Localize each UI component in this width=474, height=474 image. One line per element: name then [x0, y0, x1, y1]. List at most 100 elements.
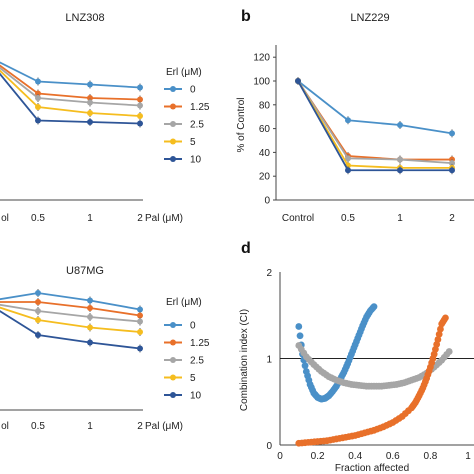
panel-c-series-1.25-point — [87, 305, 93, 311]
panel-a-top-series-5-point — [87, 110, 93, 116]
panel-c-series-0-line — [0, 292, 141, 311]
panel-a-top-legend-label-5: 5 — [190, 137, 196, 148]
panel-c-legend-label-2.5: 2.5 — [190, 356, 204, 367]
panel-b-series-10-point — [295, 78, 301, 84]
panel-c-series-2.5-point — [35, 308, 41, 314]
panel-b-y-tick-label: 0 — [264, 196, 270, 207]
panel-b-series-10-line — [297, 80, 452, 172]
panel-c-legend-label-5: 5 — [190, 373, 196, 384]
panel-a-top-series-1.25-line — [0, 64, 141, 101]
panel-a-top-x-tick-label: ol — [1, 213, 9, 224]
panel-a-top-series-1.25-point — [137, 96, 143, 103]
panel-a-top-series-0-point — [35, 78, 41, 85]
panel-c-x-axis-label: Pal (μM) — [145, 421, 183, 432]
panel-a-top-legend-marker-10 — [170, 156, 176, 162]
panel-d-series-1-point — [445, 348, 453, 355]
panel-a-top-series-2.5-point — [137, 102, 143, 109]
panel-a-top-series-2.5-point — [87, 99, 93, 106]
panel-b-series-5-line — [297, 80, 452, 169]
panel-b-letter: b — [241, 8, 251, 25]
panel-d-series-0-point — [301, 362, 309, 370]
panel-a-top-series-0-point — [137, 84, 143, 91]
panel-c-x-tick-label: 1 — [87, 421, 93, 432]
panel-c-series-0-point — [35, 290, 41, 296]
panel-a-top-series-10-line — [0, 72, 141, 125]
panel-a-top-x-tick-label: 0.5 — [31, 213, 45, 224]
panel-a-top-legend-marker-2.5 — [170, 121, 176, 127]
panel-a-top-series-10-point — [137, 120, 143, 127]
panel-a-legend-title: Erl (μM) — [166, 67, 202, 78]
panel-a-top-legend-marker-1.25 — [170, 103, 176, 110]
panel-c-legend-label-10: 10 — [190, 391, 202, 402]
panel-c-series-1.25-line — [0, 301, 141, 317]
panel-d-series-2-point — [442, 314, 449, 322]
panel-d-letter: d — [241, 240, 251, 257]
panel-d-x-axis-label: Fraction affected — [335, 463, 409, 474]
panel-c-series-5-point — [35, 317, 41, 323]
panel-b-series-2.5-line — [297, 80, 453, 165]
panel-a-top-series-10-point — [87, 119, 93, 125]
panel-d-series-2-point — [434, 336, 442, 343]
panel-a-top-x-tick-label: 2 — [137, 213, 143, 224]
panel-b-y-tick-label: 60 — [259, 124, 271, 135]
panel-b-x-tick-label: 1 — [397, 213, 403, 224]
panel-c-series-5-line — [0, 306, 141, 333]
panel-b-y-tick-label: 20 — [259, 172, 271, 183]
panel-d-x-tick-label: 1 — [465, 451, 471, 462]
panel-d-y-tick-label: 1 — [266, 355, 272, 366]
panel-d-y-axis-label: Combination index (CI) — [239, 309, 250, 411]
panel-c-legend-marker-0 — [170, 322, 176, 328]
panel-a-x-axis-label: Pal (μM) — [145, 213, 183, 224]
panel-d-series-2-point — [437, 325, 444, 333]
panel-a-title: LNZ308 — [65, 12, 104, 24]
panel-c-series-10-point — [137, 345, 143, 352]
panel-c-series-10-line — [0, 310, 141, 350]
panel-c-x-tick-label: 2 — [137, 421, 143, 432]
panel-d-series-0-point — [296, 332, 304, 340]
panel-d-series-0-point — [370, 303, 378, 310]
panel-c-series-2.5-line — [0, 303, 141, 323]
panel-c-x-tick-label: 0.5 — [31, 421, 45, 432]
panel-b-y-tick-label: 100 — [253, 77, 270, 88]
panel-d-x-tick-label: 0.6 — [386, 451, 400, 462]
panel-a-top-series-2.5-point — [35, 95, 41, 101]
panel-b-x-tick-label: 0.5 — [341, 213, 355, 224]
panel-a-top-legend-label-2.5: 2.5 — [190, 120, 204, 131]
panel-a-top-series-0-line — [0, 61, 141, 89]
panel-b-series-10-point — [449, 167, 455, 174]
panel-b-y-axis-label: % of Control — [236, 97, 247, 152]
panel-a-top-series-5-point — [35, 104, 41, 110]
panel-d-series-2-point — [435, 330, 443, 338]
panel-c-legend-label-1.25: 1.25 — [190, 338, 210, 349]
panel-a-top-legend-label-0: 0 — [190, 85, 196, 96]
panel-b-x-tick-label: Control — [282, 213, 314, 224]
panel-c-series-1.25-point — [35, 299, 41, 305]
panel-d-y-tick-label: 2 — [266, 268, 272, 279]
panel-c-series-0-point — [87, 297, 93, 304]
panel-c-title: U87MG — [66, 265, 104, 277]
panel-c-series-5-point — [137, 329, 143, 335]
panel-a-top-series-1.25-point — [35, 90, 41, 97]
panel-d-y-tick-label: 0 — [266, 441, 272, 452]
panel-a-top-legend-label-10: 10 — [190, 155, 202, 166]
panel-a-top-legend-marker-0 — [170, 86, 176, 92]
panel-b-series-0-point — [345, 117, 351, 124]
panel-b-series-2.5-point — [345, 155, 351, 162]
panel-b-series-0-point — [397, 122, 403, 129]
panel-c-series-2.5-point — [87, 314, 93, 320]
panel-c-legend-marker-1.25 — [170, 339, 176, 346]
panel-c-series-0-point — [137, 306, 143, 313]
panel-c-legend-marker-5 — [170, 374, 176, 381]
panel-c-legend-marker-10 — [170, 392, 176, 398]
panel-b-y-tick-label: 120 — [253, 53, 270, 64]
panel-d-x-tick-label: 0.4 — [348, 451, 362, 462]
panel-a-top-legend-marker-5 — [170, 138, 176, 145]
panel-b-series-0-point — [449, 130, 455, 137]
panel-c-series-2.5-point — [137, 318, 143, 325]
panel-a-top-legend-label-1.25: 1.25 — [190, 102, 210, 113]
panel-b-title: LNZ229 — [350, 12, 389, 24]
panel-c-legend-label-0: 0 — [190, 321, 196, 332]
panel-d-series-0-point — [295, 323, 303, 330]
panel-b-series-0-line — [297, 80, 453, 135]
